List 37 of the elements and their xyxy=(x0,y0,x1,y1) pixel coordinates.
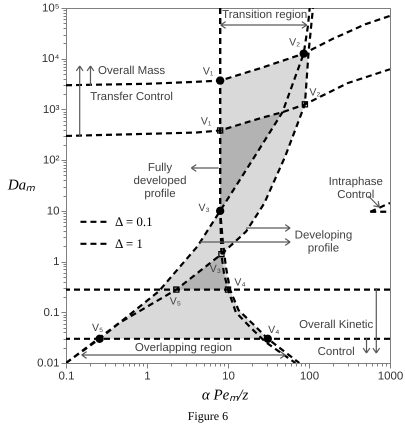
annotation: V₂ xyxy=(289,36,300,49)
legend-label: Δ = 0.1 xyxy=(114,214,153,229)
y-tick-label: 10⁴ xyxy=(42,53,60,66)
annotation: Overlapping region xyxy=(134,342,232,354)
annotation: Intraphase Control xyxy=(328,176,383,201)
y-axis-title: Daₘ xyxy=(6,178,36,194)
annotation: V₅ xyxy=(170,296,181,308)
annotation: Transition region xyxy=(222,9,308,21)
annotation: V₁ xyxy=(200,115,212,128)
annotation: Fully developed profile xyxy=(133,162,187,200)
annotation: V₅ xyxy=(92,322,104,334)
annotation: V₄ xyxy=(268,324,280,336)
annotation: Transfer Control xyxy=(90,91,173,103)
annotation: Overall Kinetic xyxy=(299,319,374,331)
annotation: Control xyxy=(318,346,355,358)
y-tick-label: 1 xyxy=(53,256,60,268)
annotation: Overall Mass xyxy=(98,65,166,77)
y-tick-label: 0.01 xyxy=(37,358,60,370)
annotation: V₁ xyxy=(202,66,214,78)
y-tick-label: 10⁵ xyxy=(42,2,60,14)
annotation: V₂ xyxy=(309,86,320,98)
legend-label: Δ = 1 xyxy=(114,236,143,251)
caption: Figure 6 xyxy=(188,409,228,423)
y-tick-label: 10 xyxy=(46,205,60,218)
y-tick-label: 0.1 xyxy=(44,306,60,319)
y-tick-label: 10² xyxy=(42,154,60,167)
x-tick-label: 100 xyxy=(300,370,320,382)
annotation: V₃ xyxy=(210,263,222,276)
x-tick-label: 1000 xyxy=(378,370,404,382)
x-tick-label: 10 xyxy=(222,370,235,382)
annotation: V₃ xyxy=(198,202,210,214)
x-tick-label: 1 xyxy=(144,370,151,382)
annotation: Developing profile xyxy=(294,230,352,254)
y-tick-label: 10³ xyxy=(42,104,60,116)
annotation: V₄ xyxy=(234,276,246,289)
x-axis-title: α Peₘ/z xyxy=(202,388,248,404)
x-tick-label: 0.1 xyxy=(58,370,74,382)
